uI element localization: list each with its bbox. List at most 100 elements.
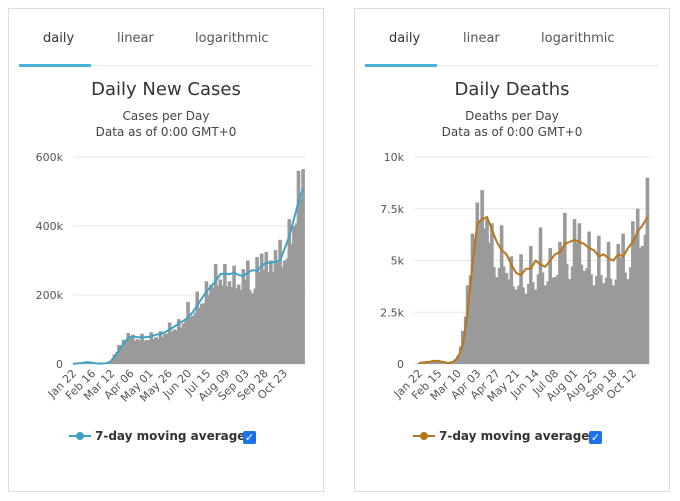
daily-bar	[551, 277, 554, 364]
daily-bar	[441, 361, 446, 364]
daily-bar	[207, 295, 211, 364]
daily-bar	[246, 260, 250, 364]
daily-bar	[429, 361, 433, 364]
daily-bar	[611, 285, 616, 364]
tab-linear[interactable]: linear	[117, 31, 154, 46]
y-tick-label: 2.5k	[380, 306, 404, 319]
daily-bar	[599, 275, 603, 364]
daily-bar	[543, 285, 548, 364]
daily-bar	[494, 277, 499, 364]
daily-bar	[470, 233, 475, 364]
tab-linear[interactable]: linear	[463, 31, 500, 46]
cases-card: daily linear logarithmic Daily New Cases…	[8, 8, 324, 492]
daily-bar	[175, 330, 178, 364]
daily-bar	[604, 277, 608, 364]
daily-bar	[248, 289, 252, 364]
y-tick-label: 0	[56, 358, 63, 371]
daily-bar	[424, 362, 428, 364]
daily-bar	[189, 317, 192, 364]
cases-tabs: daily linear logarithmic	[19, 27, 313, 67]
y-tick-label: 600k	[36, 151, 64, 164]
y-tick-label: 400k	[36, 220, 64, 233]
daily-bar	[166, 333, 169, 364]
tab-logarithmic[interactable]: logarithmic	[195, 31, 269, 46]
daily-bar	[624, 272, 627, 364]
daily-bar	[262, 269, 266, 364]
daily-bar	[193, 312, 197, 364]
daily-bar	[619, 257, 622, 364]
daily-bar	[287, 219, 292, 364]
daily-bar	[117, 345, 121, 364]
tab-daily[interactable]: daily	[43, 31, 75, 46]
daily-bar	[186, 301, 190, 364]
daily-bar	[616, 243, 621, 364]
daily-bar	[580, 264, 584, 364]
daily-bar	[541, 272, 545, 364]
daily-bar	[473, 239, 477, 364]
daily-bar	[144, 339, 149, 364]
daily-bar	[488, 242, 491, 364]
daily-bar	[250, 293, 255, 364]
daily-bar	[204, 281, 209, 364]
moving-average-line	[72, 187, 305, 365]
daily-bar	[161, 337, 165, 364]
legend-line-icon	[413, 432, 435, 440]
daily-bar	[528, 246, 533, 364]
daily-bar	[431, 360, 436, 364]
daily-bar	[512, 286, 516, 364]
daily-bar	[227, 281, 232, 364]
daily-bar	[468, 275, 472, 364]
chart-title: Daily New Cases	[91, 79, 241, 100]
daily-bar	[436, 360, 441, 364]
daily-bar	[126, 332, 131, 364]
legend-moving-average[interactable]: 7-day moving average	[413, 429, 589, 443]
daily-bar	[463, 316, 467, 364]
daily-bar	[502, 266, 506, 364]
daily-bar	[121, 339, 126, 364]
daily-bar	[434, 361, 438, 364]
daily-bar	[497, 268, 501, 364]
daily-bar	[595, 276, 598, 364]
daily-bar	[563, 212, 567, 364]
daily-bar	[558, 241, 562, 364]
tab-daily[interactable]: daily	[389, 31, 421, 46]
daily-bar	[567, 279, 572, 364]
daily-bar	[546, 281, 550, 364]
daily-bar	[519, 254, 523, 364]
daily-bar	[258, 271, 261, 364]
chart-subtitle-date: Data as of 0:00 GMT+0	[441, 125, 583, 139]
daily-bar	[570, 266, 574, 364]
daily-bar	[439, 361, 443, 364]
daily-bar	[184, 320, 188, 364]
daily-bar	[553, 277, 557, 364]
daily-bar	[527, 283, 530, 364]
daily-bar	[499, 225, 504, 364]
daily-bar	[475, 202, 480, 364]
tab-logarithmic[interactable]: logarithmic	[541, 31, 615, 46]
moving-average-checkbox[interactable]: ✓	[589, 431, 602, 444]
daily-bar	[614, 279, 618, 364]
daily-bar	[582, 270, 587, 364]
daily-bar	[170, 331, 174, 364]
daily-bar	[212, 287, 215, 364]
chart-subtitle-date: Data as of 0:00 GMT+0	[95, 125, 237, 139]
daily-bar	[606, 241, 611, 364]
daily-bar	[504, 272, 509, 364]
daily-bar	[493, 267, 496, 364]
chart-title: Daily Deaths	[454, 79, 570, 100]
daily-bar	[483, 228, 486, 364]
daily-bar	[585, 268, 588, 364]
daily-bar	[609, 278, 613, 364]
daily-bar	[200, 303, 204, 364]
daily-bar	[235, 288, 238, 364]
daily-bar	[629, 267, 632, 364]
daily-bar	[292, 226, 296, 364]
daily-bar	[531, 282, 535, 364]
legend-moving-average[interactable]: 7-day moving average	[69, 429, 245, 443]
daily-bar	[299, 199, 303, 364]
daily-bar	[643, 234, 647, 364]
moving-average-checkbox[interactable]: ✓	[243, 431, 256, 444]
moving-average-line	[418, 215, 649, 364]
